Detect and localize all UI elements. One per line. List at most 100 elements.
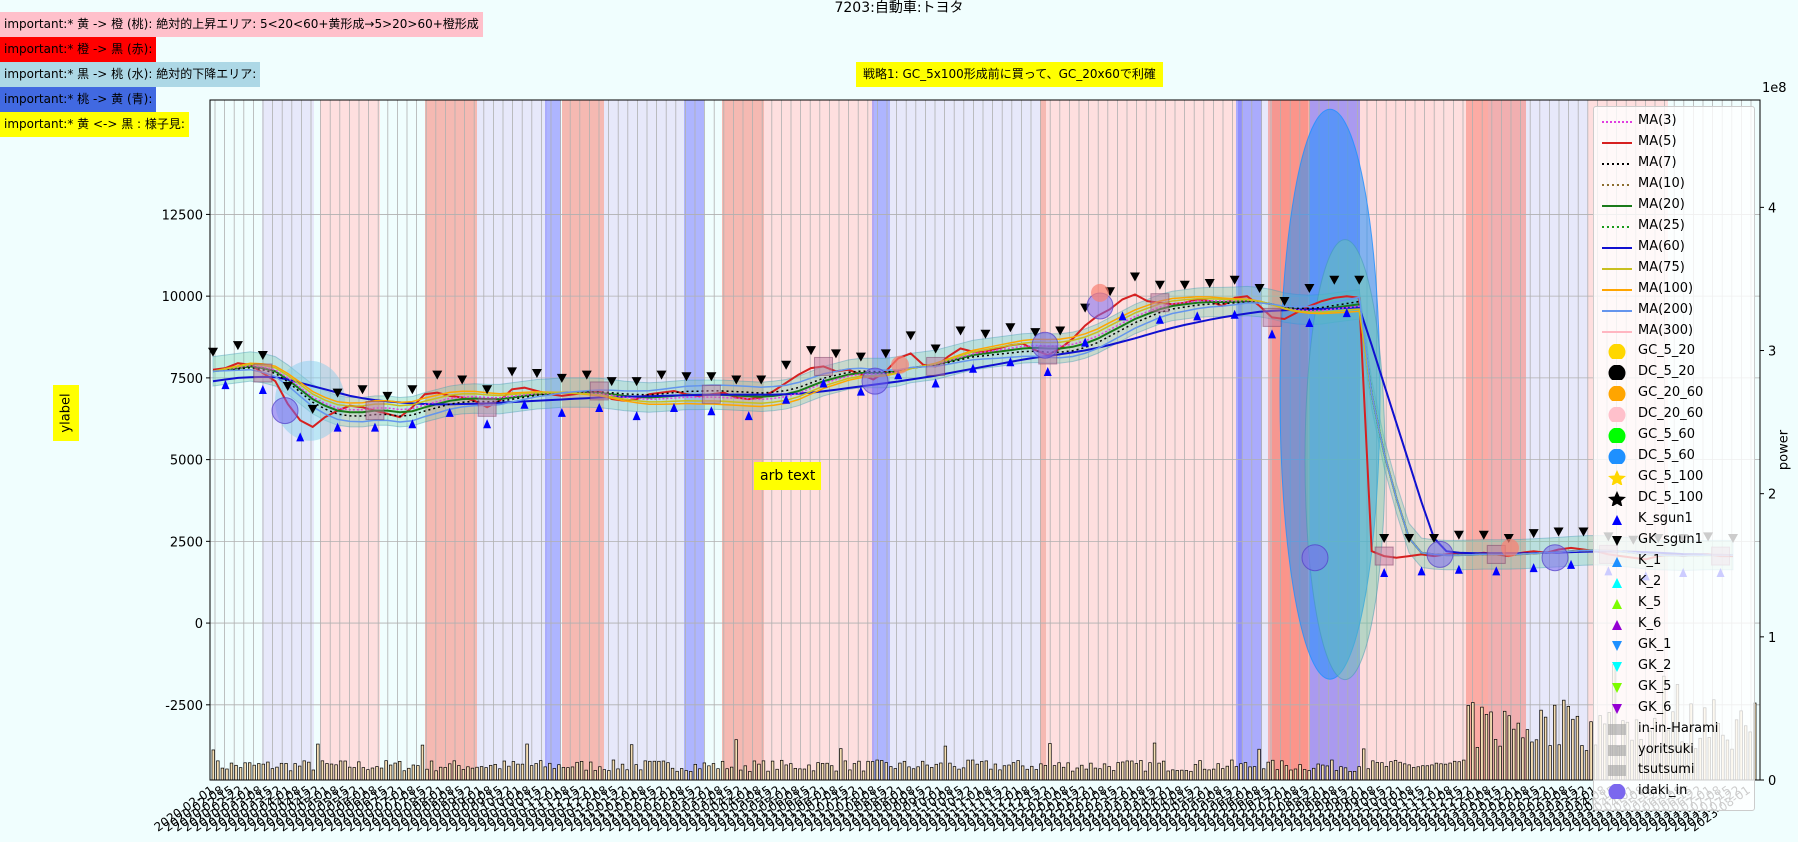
volume-bar <box>1139 760 1143 781</box>
regime-band <box>872 100 890 780</box>
marker-harami <box>365 401 385 421</box>
marker-gk-sgun1 <box>432 370 443 380</box>
legend-item: DC_5_100 <box>1594 488 1754 509</box>
marker-gk-sgun1 <box>980 329 991 339</box>
legend-label: GC_5_100 <box>1638 469 1704 485</box>
x-axis-ticks: 2020-02-012020-02-082020-02-152020-02-22… <box>152 783 1753 834</box>
volume-bar <box>893 768 898 781</box>
volume-bar <box>393 762 397 781</box>
marker-gk-sgun1 <box>656 370 667 380</box>
legend-label: GC_5_20 <box>1638 343 1695 359</box>
volume-bar <box>1398 761 1402 781</box>
volume-bar <box>975 763 979 781</box>
volume-bar <box>1325 765 1329 781</box>
volume-bar <box>1448 762 1452 781</box>
marker-k-sgun1 <box>1380 568 1389 578</box>
volume-bar <box>911 768 916 781</box>
volume-bar <box>248 762 252 781</box>
marker-k-sgun1 <box>744 411 753 421</box>
legend-swatch-icon <box>1602 225 1632 228</box>
volume-bar <box>479 766 484 781</box>
volume-bar <box>820 763 825 781</box>
marker-gk-sgun1 <box>382 391 393 401</box>
marker-k-sgun1 <box>632 411 641 421</box>
volume-bar <box>1021 765 1025 781</box>
volume-bar <box>1198 760 1202 781</box>
volume-bar <box>802 768 807 781</box>
legend-label: MA(3) <box>1638 113 1677 128</box>
volume-bar <box>1507 715 1511 781</box>
regime-band <box>1040 100 1046 780</box>
legend-label: yoritsuki <box>1638 741 1694 757</box>
volume-bar <box>739 769 743 781</box>
marker-gk-sgun1 <box>756 375 767 385</box>
legend-label: DC_20_60 <box>1638 406 1704 422</box>
volume-bar <box>1534 739 1539 781</box>
volume-bar <box>1330 759 1334 781</box>
marker-gk-sgun1 <box>855 352 866 362</box>
legend-swatch-icon <box>1608 723 1626 735</box>
volume-bar <box>1289 769 1293 781</box>
legend-item: tsutsumi <box>1594 760 1754 781</box>
volume-bar <box>1516 722 1520 781</box>
volume-bar <box>1052 765 1057 781</box>
marker-k-sgun1 <box>931 378 940 388</box>
marker-k-sgun1 <box>1043 367 1052 376</box>
marker-gk-sgun1 <box>681 372 692 382</box>
volume-bar <box>925 764 929 781</box>
ma-line <box>212 296 1733 557</box>
volume-bar <box>884 762 888 781</box>
volume-bar <box>1389 761 1393 781</box>
volume-bar <box>216 760 220 781</box>
volume-bar <box>1189 770 1193 781</box>
marker-k-sgun1 <box>520 399 529 409</box>
volume-bar <box>1125 760 1129 781</box>
y2-axis-label: power <box>1776 429 1792 471</box>
marker-gk-sgun1 <box>581 370 592 380</box>
marker-gk-sgun1 <box>1179 280 1190 290</box>
volume-bar <box>993 763 998 781</box>
legend-label: GK_5 <box>1638 678 1672 694</box>
volume-bar <box>816 762 820 781</box>
volume-bar <box>625 769 629 781</box>
marker-gk-sgun1 <box>1354 275 1365 285</box>
volume-bar <box>743 765 747 781</box>
legend-item: GK_6 <box>1594 698 1754 719</box>
volume-bar <box>793 768 797 781</box>
marker-k-sgun1 <box>483 419 492 429</box>
volume-bar <box>1348 771 1352 781</box>
volume-bar <box>1212 768 1216 781</box>
volume-bar <box>1575 715 1580 781</box>
volume-bar <box>1384 766 1389 781</box>
legend-item: DC_5_20 <box>1594 362 1754 383</box>
volume-bar <box>602 769 606 781</box>
volume-bar <box>670 767 675 781</box>
marker-k-sgun1 <box>408 419 417 429</box>
volume-bar <box>516 763 520 781</box>
marker-harami <box>926 356 946 376</box>
volume-bar <box>1393 760 1398 781</box>
marker-k-sgun1 <box>1342 308 1351 318</box>
volume-bar <box>552 768 556 781</box>
volume-bar <box>1475 747 1480 781</box>
volume-bar <box>539 760 543 781</box>
marker-gk-sgun1 <box>1304 283 1315 293</box>
legend-swatch-icon <box>1602 288 1632 291</box>
marker-k-sgun1 <box>1006 357 1015 367</box>
legend-swatch-icon <box>1608 428 1626 444</box>
legend-label: K_5 <box>1638 594 1662 610</box>
y2-exponent: 1e8 <box>1762 81 1787 96</box>
legend-swatch-icon <box>1612 556 1622 567</box>
marker-k-sgun1 <box>557 407 566 417</box>
volume-bar <box>493 764 497 781</box>
legend-item: MA(300) <box>1594 321 1754 342</box>
marker-k-sgun1 <box>1529 563 1538 573</box>
volume-bar <box>266 761 270 781</box>
legend-item: DC_20_60 <box>1594 404 1754 425</box>
legend-item: GK_1 <box>1594 635 1754 656</box>
marker-gk-sgun1 <box>830 349 841 359</box>
volume-bar <box>971 759 975 781</box>
volume-bar <box>311 769 315 781</box>
volume-bar <box>775 768 779 781</box>
legend-label: DC_5_20 <box>1638 364 1695 380</box>
